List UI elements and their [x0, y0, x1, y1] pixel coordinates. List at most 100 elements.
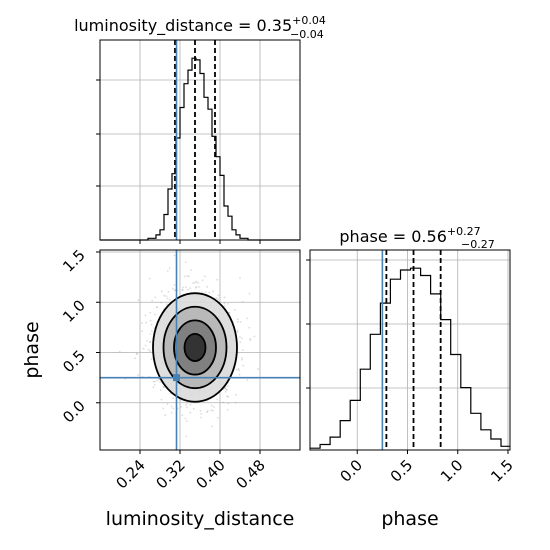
sample-point [217, 417, 219, 419]
title-phase-sub: −0.27 [461, 238, 495, 251]
sample-point [241, 349, 244, 351]
density-ytick-label-2: 1.0 [59, 296, 89, 326]
sample-point [187, 288, 189, 291]
sample-point [180, 406, 182, 408]
sample-point [166, 403, 169, 405]
sample-point [226, 303, 229, 305]
sample-point [199, 409, 202, 412]
sample-point [216, 398, 219, 401]
sample-point [181, 289, 184, 292]
sample-point [210, 409, 213, 412]
sample-point [152, 380, 155, 383]
sample-point [163, 386, 166, 389]
density-contour-0 [183, 332, 207, 362]
sample-point [184, 286, 187, 288]
right-hist-xtick-label-3: 1.5 [487, 456, 517, 486]
sample-point [193, 281, 196, 284]
sample-point [253, 335, 256, 338]
sample-point [183, 238, 185, 240]
sample-point [150, 323, 153, 326]
sample-point [162, 386, 165, 388]
sample-point [235, 368, 238, 371]
sample-point [142, 347, 145, 350]
sample-point [149, 319, 152, 322]
sample-point [141, 322, 143, 324]
sample-point [189, 411, 192, 414]
sample-point [239, 277, 241, 279]
sample-point [200, 413, 203, 415]
sample-point [239, 336, 241, 338]
sample-point [135, 352, 138, 355]
sample-point [248, 292, 251, 295]
sample-point [149, 341, 152, 343]
density-xtick-label-3: 0.48 [232, 456, 268, 492]
sample-point [204, 291, 207, 294]
sample-point [206, 411, 208, 414]
sample-point [151, 299, 154, 302]
sample-point [246, 317, 249, 320]
sample-point [134, 357, 136, 360]
sample-point [141, 330, 144, 332]
sample-point [204, 275, 207, 278]
panel-2d-density: 0.24 0.32 0.40 0.48 0.0 0.5 1.0 1.5 [59, 238, 301, 492]
sample-point [162, 407, 165, 410]
sample-point [228, 312, 231, 314]
sample-point [147, 348, 150, 351]
sample-point [144, 314, 147, 317]
sample-point [222, 401, 225, 404]
sample-point [211, 425, 214, 428]
density-truth-marker [173, 374, 180, 382]
sample-point [206, 410, 209, 412]
sample-point [227, 396, 230, 398]
sample-point [183, 275, 186, 278]
density-frame [99, 249, 301, 451]
sample-point [185, 420, 188, 422]
sample-point [226, 395, 228, 398]
sample-point [242, 364, 245, 367]
density-ytick-label-0: 0.0 [59, 397, 89, 427]
right-hist-frame [309, 249, 511, 451]
sample-point [156, 379, 159, 382]
sample-point [172, 407, 175, 410]
sample-point [223, 302, 226, 305]
density-xtick-label-0: 0.24 [112, 456, 148, 492]
sample-point [198, 286, 200, 288]
sample-point [165, 303, 168, 305]
sample-point [186, 406, 188, 409]
sample-point [225, 388, 228, 391]
sample-point [185, 404, 188, 406]
sample-point [166, 297, 169, 300]
x-axis-label-luminosity-distance: luminosity_distance [106, 508, 295, 530]
title-luminosity-distance-sub: −0.04 [290, 28, 324, 41]
sample-point [118, 350, 121, 353]
sample-point [212, 290, 215, 293]
sample-point [163, 294, 166, 297]
sample-point [238, 373, 241, 376]
sample-point [224, 390, 227, 393]
sample-point [172, 397, 175, 400]
sample-point [195, 280, 198, 283]
sample-point [145, 321, 148, 324]
right-hist-steps [310, 267, 510, 449]
sample-point [166, 270, 169, 272]
sample-point [152, 386, 155, 389]
sample-point [158, 378, 160, 381]
sample-point [137, 374, 139, 376]
sample-point [197, 281, 199, 284]
sample-point [224, 387, 227, 390]
sample-point [217, 294, 220, 297]
sample-point [192, 282, 194, 284]
sample-point [213, 406, 215, 408]
sample-point [160, 301, 163, 304]
sample-point [234, 401, 237, 404]
sample-point [190, 269, 193, 271]
density-xtick-label-1: 0.32 [152, 456, 188, 492]
sample-point [165, 295, 168, 297]
sample-point [151, 330, 153, 332]
sample-point [192, 407, 195, 410]
sample-point [173, 284, 176, 286]
sample-point [137, 299, 140, 301]
sample-point [236, 329, 239, 332]
sample-point [246, 379, 249, 382]
sample-point [159, 381, 162, 383]
